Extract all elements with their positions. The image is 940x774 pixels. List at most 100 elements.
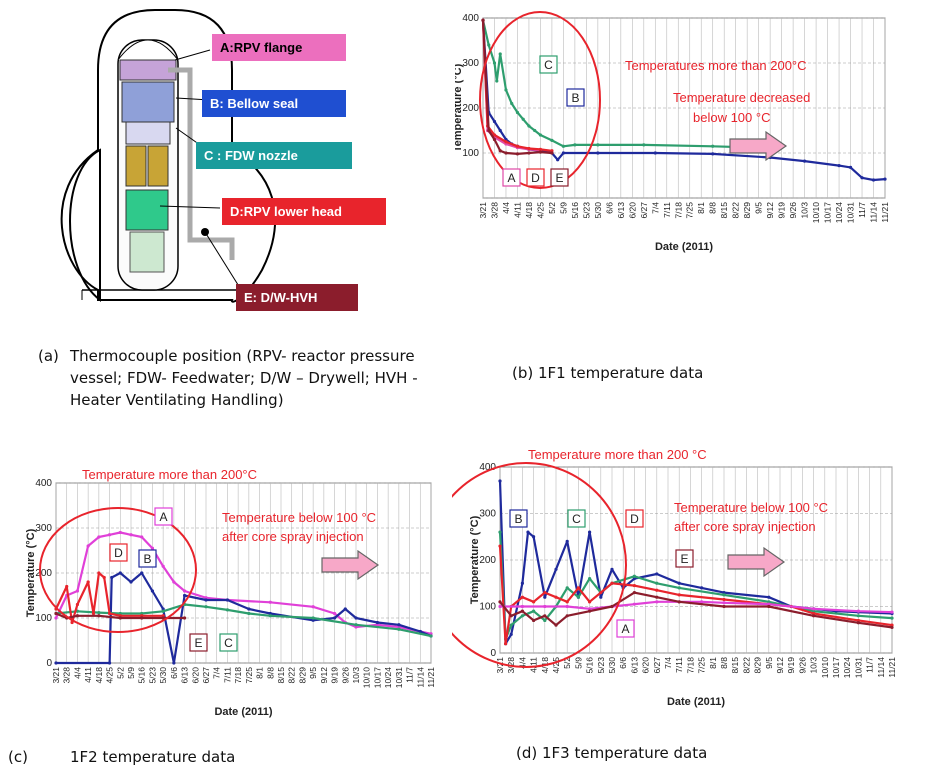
x-tick-label: 10/17 xyxy=(372,667,382,689)
series-point-e xyxy=(75,614,80,618)
series-point-a xyxy=(565,604,569,609)
x-tick-label: 8/1 xyxy=(708,657,718,669)
x-tick-label: 5/23 xyxy=(147,667,157,684)
series-point-d xyxy=(632,583,636,588)
series-point-b xyxy=(532,535,536,539)
x-tick-label: 3/21 xyxy=(495,657,505,674)
series-point-c xyxy=(118,611,122,616)
series-point-c xyxy=(655,581,659,585)
series-point-e xyxy=(481,18,485,22)
series-point-b xyxy=(632,577,636,581)
series-point-a xyxy=(700,600,704,604)
x-tick-label: 4/11 xyxy=(83,667,93,683)
y-tick-label: 400 xyxy=(35,478,52,489)
series-point-d xyxy=(565,600,569,604)
series-key-box xyxy=(109,543,128,562)
series-point-d xyxy=(655,588,659,592)
series-point-e xyxy=(632,590,636,595)
x-tick-label: 10/17 xyxy=(831,657,841,679)
x-tick-label: 5/2 xyxy=(547,202,557,214)
series-point-c xyxy=(268,614,272,618)
x-tick-label: 9/19 xyxy=(330,667,340,684)
series-key-label: D xyxy=(630,512,639,526)
x-tick-label: 8/8 xyxy=(719,657,729,669)
series-point-e xyxy=(610,604,614,609)
series-point-b xyxy=(700,586,704,590)
series-point-d xyxy=(492,133,497,137)
x-tick-label: 10/3 xyxy=(351,667,361,684)
series-point-e xyxy=(161,616,165,620)
x-tick-label: 8/29 xyxy=(753,657,763,674)
series-point-a xyxy=(543,604,547,609)
series-key-label: A xyxy=(507,171,515,185)
y-tick-label: 300 xyxy=(479,509,496,520)
series-point-c xyxy=(561,144,565,148)
diagram-label-d: D:RPV lower head xyxy=(222,198,386,225)
series-point-a xyxy=(268,600,272,604)
series-point-b xyxy=(172,661,176,665)
x-tick-label: 11/21 xyxy=(887,657,897,678)
x-tick-label: 9/12 xyxy=(319,667,329,684)
series-point-d xyxy=(65,584,69,589)
x-tick-label: 4/11 xyxy=(529,657,539,673)
series-point-a xyxy=(890,610,894,614)
x-tick-label: 10/24 xyxy=(842,657,852,679)
series-point-b xyxy=(118,571,122,575)
highlight-ellipse xyxy=(452,462,627,668)
series-point-b xyxy=(225,598,230,602)
x-tick-label: 10/31 xyxy=(394,667,404,689)
chart-1f1: 3/21 3/28 4/4 4/11 4/18 4/25 5/2 5/9 5/16 5/23 5/3… xyxy=(455,11,890,253)
x-tick-label: 10/3 xyxy=(800,202,810,219)
series-point-a xyxy=(812,607,816,611)
y-tick-label: 400 xyxy=(462,13,479,24)
x-tick-label: 7/18 xyxy=(685,657,695,674)
highlight-ellipse xyxy=(39,507,197,633)
x-tick-label: 6/27 xyxy=(639,202,649,219)
series-key-box xyxy=(625,509,644,528)
x-tick-label: 10/10 xyxy=(811,202,821,224)
series-point-b xyxy=(722,590,726,595)
x-tick-label: 4/11 xyxy=(512,202,522,218)
series-point-b xyxy=(803,159,807,163)
y-tick-label: 200 xyxy=(462,103,479,114)
x-tick-label: 5/30 xyxy=(158,667,168,684)
series-key-box xyxy=(675,549,694,568)
x-tick-label: 10/10 xyxy=(820,657,830,679)
x-tick-label: 10/17 xyxy=(823,202,833,224)
series-point-a xyxy=(86,544,90,548)
series-key-box xyxy=(154,507,173,526)
series-point-a xyxy=(150,546,155,550)
series-key-box xyxy=(539,55,558,74)
series-point-b xyxy=(561,151,565,155)
series-point-d xyxy=(610,581,614,585)
series-point-a xyxy=(856,609,860,613)
series-point-b xyxy=(556,158,560,162)
series-key-label: B xyxy=(514,512,522,526)
series-point-e xyxy=(520,609,524,613)
series-point-e xyxy=(543,614,547,618)
x-tick-label: 9/5 xyxy=(764,657,774,669)
x-tick-label: 11/7 xyxy=(865,657,875,673)
series-point-d xyxy=(527,146,531,151)
series-point-b xyxy=(848,165,853,169)
series-point-a xyxy=(520,604,524,609)
x-tick-label: 11/7 xyxy=(405,667,415,683)
series-point-b xyxy=(871,178,876,182)
series-point-a xyxy=(397,625,401,629)
annotation-text: Temperature more than 200 °C xyxy=(528,447,707,462)
x-tick-label: 11/21 xyxy=(426,667,436,688)
series-point-b xyxy=(498,128,502,133)
x-tick-label: 8/1 xyxy=(255,667,265,679)
x-tick-label: 7/18 xyxy=(233,667,243,684)
x-tick-label: 5/9 xyxy=(558,202,568,214)
series-point-d xyxy=(97,571,101,575)
caption-c-marker: (c) xyxy=(8,748,28,766)
series-point-b xyxy=(492,119,497,124)
series-point-d xyxy=(140,614,144,618)
series-point-c xyxy=(161,609,165,613)
panel-a: A:RPV flange B: Bellow seal C : FDW nozz… xyxy=(0,0,460,420)
series-point-b xyxy=(110,575,114,580)
x-tick-label: 6/20 xyxy=(627,202,637,219)
series-point-c xyxy=(527,124,531,128)
series-point-a xyxy=(498,604,502,609)
